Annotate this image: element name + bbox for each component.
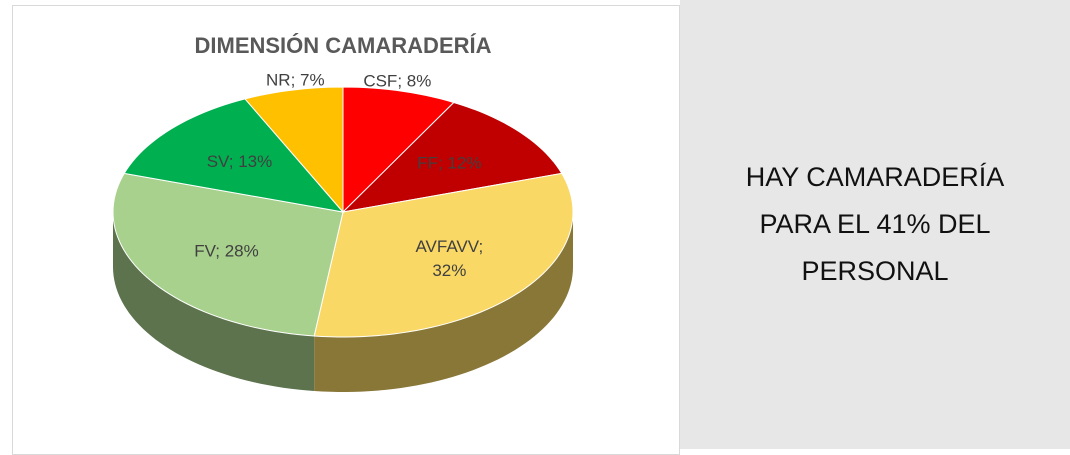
data-label: AVFAVV; 32% — [415, 237, 483, 280]
slice — [341, 101, 563, 213]
note: HAY CAMARADERÍA PARA EL 41% DEL PERSONAL — [745, 162, 1005, 286]
slice — [342, 86, 455, 214]
data-label: SV; 13% — [207, 152, 273, 171]
slice — [112, 172, 344, 337]
slice-side — [113, 212, 315, 392]
data-label: FF; 12% — [417, 154, 481, 173]
slice-side — [314, 212, 573, 392]
slice — [123, 98, 345, 213]
slice — [244, 86, 344, 214]
side-panel: HAY CAMARADERÍA PARA EL 41% DEL PERSONAL — [680, 0, 1070, 449]
chart: DIMENSIÓN CAMARADERÍA CSF; 8% FF; 12% AVFA… — [112, 33, 574, 392]
data-label: CSF; 8% — [363, 71, 431, 90]
slice — [313, 172, 574, 338]
chart-title: DIMENSIÓN CAMARADERÍA — [195, 33, 492, 58]
data-label: NR; 7% — [266, 71, 325, 90]
data-label-line: AVFAVV; — [415, 237, 483, 256]
data-label-line: 32% — [432, 261, 466, 280]
data-label: FV; 28% — [194, 242, 259, 261]
